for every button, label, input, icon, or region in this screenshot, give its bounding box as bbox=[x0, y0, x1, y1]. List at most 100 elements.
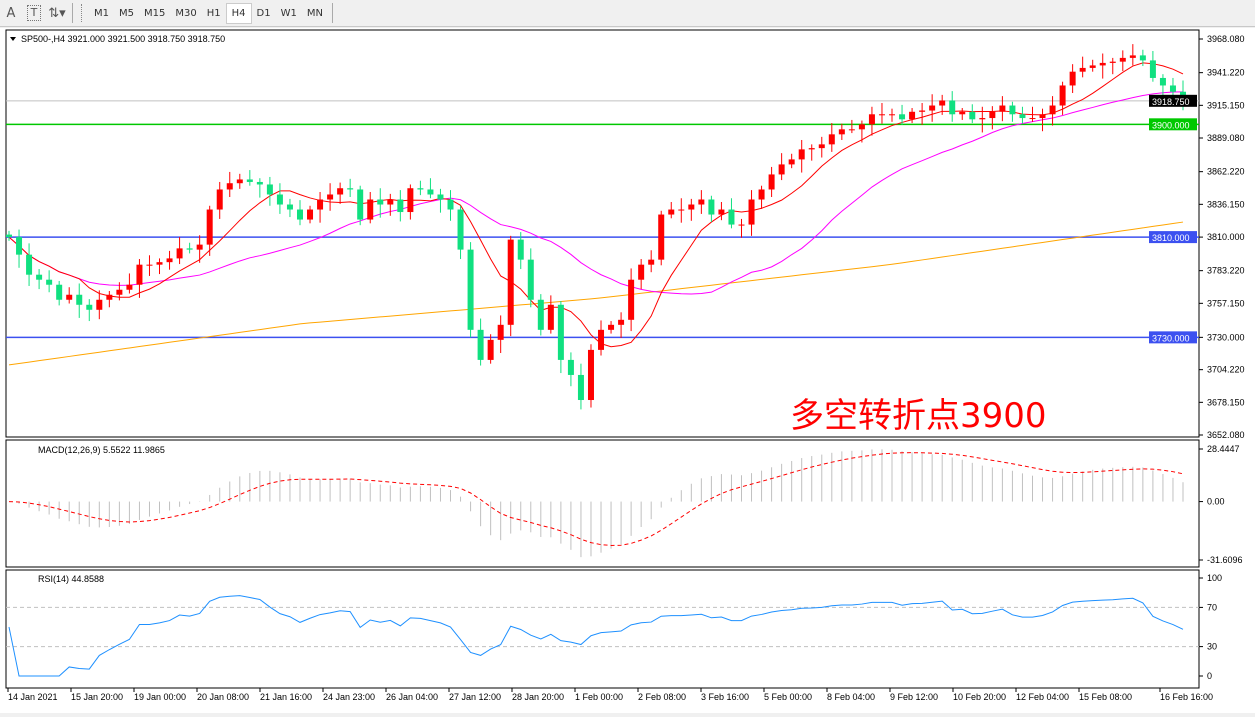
price-label-box bbox=[1149, 118, 1197, 131]
text-label-tool-icon[interactable]: T bbox=[27, 5, 41, 21]
price-tick-label: 3757.150 bbox=[1207, 298, 1245, 308]
candle-body bbox=[889, 114, 896, 116]
timeframe-w1[interactable]: W1 bbox=[280, 7, 297, 19]
candle-body bbox=[899, 114, 906, 120]
candle-body bbox=[778, 164, 785, 175]
candle-body bbox=[1069, 71, 1076, 86]
candle-body bbox=[116, 289, 123, 295]
candle-body bbox=[718, 209, 725, 215]
last-price-label: 3918.750 bbox=[1152, 97, 1190, 107]
candle-body bbox=[688, 204, 695, 210]
timeframe-h1[interactable]: H1 bbox=[206, 7, 221, 19]
rsi-tick-label: 70 bbox=[1207, 602, 1217, 612]
candle-body bbox=[808, 148, 815, 150]
time-tick-label: 26 Jan 04:00 bbox=[386, 692, 438, 702]
timeframe-m1[interactable]: M1 bbox=[94, 7, 109, 19]
candle-body bbox=[347, 188, 354, 190]
candle-body bbox=[939, 100, 946, 106]
time-tick-label: 15 Feb 08:00 bbox=[1079, 692, 1132, 702]
candle-body bbox=[949, 100, 956, 115]
candle-body bbox=[467, 249, 474, 330]
candle-body bbox=[858, 124, 865, 130]
candle-body bbox=[577, 374, 584, 401]
candle-body bbox=[618, 319, 625, 325]
candle-body bbox=[1099, 62, 1106, 66]
candle-body bbox=[758, 189, 765, 200]
timeframe-h4[interactable]: H4 bbox=[225, 2, 252, 24]
price-tick-label: 3783.220 bbox=[1207, 266, 1245, 276]
rsi-line bbox=[8, 595, 1184, 677]
candle-body bbox=[1029, 118, 1036, 120]
arrows-tool-icon[interactable]: ⇅▾ bbox=[48, 5, 66, 21]
time-tick-label: 24 Jan 23:00 bbox=[323, 692, 375, 702]
timeframe-m5[interactable]: M5 bbox=[119, 7, 134, 19]
candle-body bbox=[868, 114, 875, 125]
candle-body bbox=[26, 254, 33, 275]
candle-body bbox=[929, 105, 936, 111]
chart-canvas[interactable]: 3968.080 3941.220 3915.150 3889.080 3862.220… bbox=[0, 28, 1255, 713]
candle-body bbox=[276, 194, 283, 205]
candle-body bbox=[86, 304, 93, 310]
main-panel-border bbox=[5, 29, 1200, 438]
candle-body bbox=[1089, 65, 1096, 68]
candle-body bbox=[1129, 55, 1136, 58]
candle-body bbox=[1009, 105, 1016, 115]
macd-tick-label: 28.4447 bbox=[1207, 444, 1240, 454]
candle-body bbox=[397, 199, 404, 213]
candle-body bbox=[497, 324, 504, 340]
candle-body bbox=[246, 179, 253, 182]
toolbar-grip[interactable] bbox=[81, 4, 85, 22]
candle-body bbox=[427, 189, 434, 195]
candle-body bbox=[989, 111, 996, 119]
candle-body bbox=[547, 304, 554, 330]
timeframe-d1[interactable]: D1 bbox=[256, 7, 271, 19]
rsi-tick-label: 30 bbox=[1207, 642, 1217, 652]
candle-body bbox=[437, 194, 444, 200]
timeframe-mn[interactable]: MN bbox=[306, 7, 323, 19]
candle-body bbox=[307, 209, 314, 220]
candle-body bbox=[96, 299, 103, 310]
candle-body bbox=[909, 111, 916, 120]
candle-body bbox=[136, 264, 143, 285]
timeframe-m15[interactable]: M15 bbox=[144, 7, 166, 19]
candle-body bbox=[337, 188, 344, 195]
candle-body bbox=[557, 304, 564, 360]
price-tick-label: 3652.080 bbox=[1207, 430, 1245, 440]
candle-body bbox=[1159, 77, 1166, 86]
candle-body bbox=[768, 174, 775, 190]
candle-body bbox=[477, 329, 484, 360]
candle-body bbox=[357, 189, 364, 220]
price-tick-label: 3678.150 bbox=[1207, 397, 1245, 407]
candle-body bbox=[1149, 60, 1156, 78]
candle-body bbox=[36, 274, 43, 280]
timeframe-m30[interactable]: M30 bbox=[175, 7, 197, 19]
candle-body bbox=[678, 209, 685, 211]
rsi-tick-label: 100 bbox=[1207, 573, 1222, 583]
candle-body bbox=[327, 194, 334, 200]
price-tick-label: 3968.080 bbox=[1207, 34, 1245, 44]
candle-body bbox=[296, 209, 303, 220]
rsi-title: RSI(14) 44.8588 bbox=[38, 574, 104, 584]
candle-body bbox=[959, 111, 966, 115]
collapse-triangle-icon[interactable] bbox=[10, 37, 16, 41]
text-tool-icon[interactable]: A bbox=[6, 5, 16, 21]
ma-fast-line bbox=[8, 62, 1184, 348]
price-tick-label: 3704.220 bbox=[1207, 365, 1245, 375]
level-price-label: 3730.000 bbox=[1152, 333, 1190, 343]
price-label-box bbox=[1149, 231, 1197, 244]
candle-body bbox=[377, 199, 384, 205]
candle-body bbox=[969, 111, 976, 120]
price-label-box bbox=[1149, 331, 1197, 344]
toolbar: A T ⇅▾ M1 M5 M15 M30 H1 H4 D1 W1 MN bbox=[0, 0, 1255, 27]
candle-body bbox=[517, 239, 524, 260]
candle-body bbox=[818, 144, 825, 149]
candle-body bbox=[638, 264, 645, 280]
candle-body bbox=[698, 199, 705, 205]
candle-body bbox=[216, 189, 223, 210]
time-tick-label: 20 Jan 08:00 bbox=[197, 692, 249, 702]
time-tick-label: 27 Jan 12:00 bbox=[449, 692, 501, 702]
candle-body bbox=[46, 279, 53, 285]
candle-body bbox=[1039, 114, 1046, 119]
time-tick-label: 28 Jan 20:00 bbox=[512, 692, 564, 702]
chart-window[interactable]: 3968.080 3941.220 3915.150 3889.080 3862.220… bbox=[0, 28, 1255, 713]
